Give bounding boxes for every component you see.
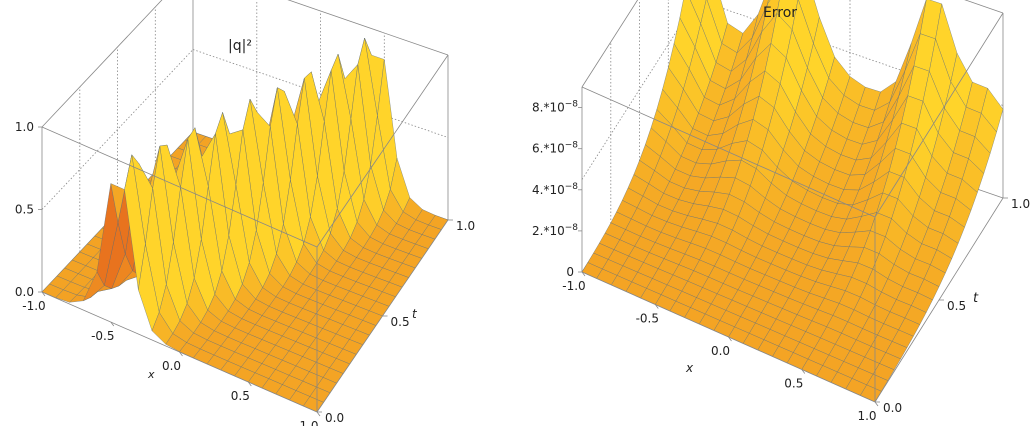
x-tick-label: 0.5 bbox=[231, 389, 250, 403]
t-tick-label: 0.5 bbox=[391, 315, 410, 329]
t-axis-label: t bbox=[412, 307, 418, 321]
x-tick-mark bbox=[581, 271, 586, 277]
x-axis-label: x bbox=[147, 368, 155, 381]
side-wall-gridline bbox=[41, 49, 194, 210]
ticks: -1.0 -0.5 0.0 0.5 1.0 0.0 0.5 1.0 0 2.*10−8 4.*10−… bbox=[532, 100, 1030, 423]
x-tick-mark bbox=[247, 381, 252, 387]
box-edge bbox=[41, 126, 318, 248]
x-tick-label: -1.0 bbox=[562, 279, 585, 293]
t-tick-label: 0.0 bbox=[325, 411, 344, 425]
x-tick-label: 1.0 bbox=[857, 409, 876, 423]
z-tick-label: 0.5 bbox=[15, 203, 34, 217]
x-axis-label: x bbox=[685, 361, 694, 375]
x-tick-mark bbox=[728, 336, 732, 342]
box-edge bbox=[316, 54, 449, 248]
x-tick-mark bbox=[110, 321, 115, 327]
x-tick-label: -0.5 bbox=[91, 329, 114, 343]
z-tick-label: 6.*10−8 bbox=[532, 141, 578, 156]
surface-q-squared bbox=[41, 37, 449, 413]
z-tick-label: 4.*10−8 bbox=[532, 182, 578, 197]
x-tick-mark bbox=[316, 411, 321, 417]
x-tick-label: -0.5 bbox=[636, 312, 659, 326]
z-tick-label: 2.*10−8 bbox=[532, 223, 578, 238]
t-tick-label: 0.0 bbox=[883, 401, 902, 415]
z-tick-label: 0.0 bbox=[15, 285, 34, 299]
x-tick-label: -1.0 bbox=[22, 299, 45, 313]
chart-error: -1.0 -0.5 0.0 0.5 1.0 0.0 0.5 1.0 0 2.*10−8 4.*10−… bbox=[532, 0, 1030, 423]
chart-title: |q|² bbox=[228, 38, 252, 54]
z-tick-label: 1.0 bbox=[15, 120, 34, 134]
t-tick-label: 1.0 bbox=[1011, 197, 1030, 211]
x-tick-label: 1.0 bbox=[299, 419, 318, 426]
back-wall-gridline bbox=[192, 49, 449, 138]
x-tick-mark bbox=[874, 401, 879, 407]
surface-error bbox=[581, 0, 1004, 403]
x-tick-label: 0.5 bbox=[784, 377, 803, 391]
box-edge bbox=[581, 86, 876, 218]
z-tick-label: 0 bbox=[566, 265, 574, 279]
t-tick-label: 0.5 bbox=[947, 299, 966, 313]
surface-patch bbox=[767, 0, 771, 5]
z-tick-label: 8.*10−8 bbox=[532, 100, 578, 115]
side-wall-gridline bbox=[581, 0, 698, 180]
t-axis-label: t bbox=[973, 291, 979, 306]
x-tick-mark bbox=[179, 351, 183, 357]
box-edge bbox=[581, 0, 639, 88]
t-tick-label: 1.0 bbox=[456, 219, 475, 233]
chart-q-squared: -1.0 -0.5 0.0 0.5 1.0 0.0 0.5 1.0 0.0 0.5 1.0 |q|²… bbox=[15, 0, 475, 426]
box-edge bbox=[287, 0, 449, 56]
chart-title: Error bbox=[763, 5, 797, 21]
box-edge bbox=[874, 12, 1004, 218]
x-tick-label: 0.0 bbox=[162, 359, 181, 373]
x-tick-mark bbox=[41, 291, 46, 297]
box-edge bbox=[41, 0, 163, 128]
x-tick-label: 0.0 bbox=[711, 344, 730, 358]
x-tick-mark bbox=[654, 304, 659, 309]
x-tick-mark bbox=[801, 369, 806, 374]
ticks: -1.0 -0.5 0.0 0.5 1.0 0.0 0.5 1.0 0.0 0.5 1.0 bbox=[15, 120, 475, 426]
